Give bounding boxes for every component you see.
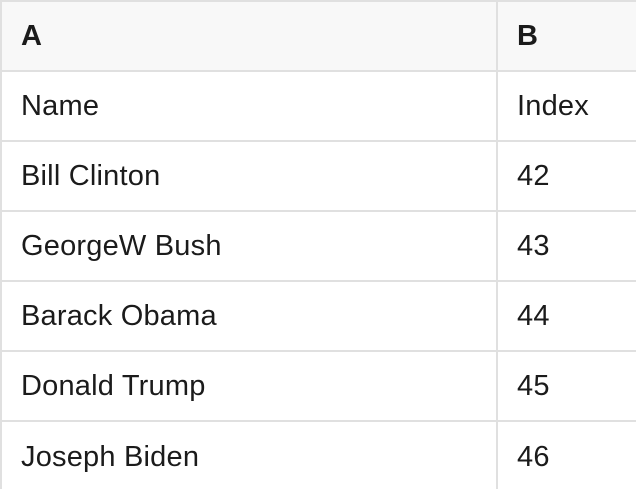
table-row: GeorgeW Bush 43 — [2, 212, 636, 282]
cell-a5-name[interactable]: Donald Trump — [2, 352, 498, 420]
cell-b6-index[interactable]: 46 — [517, 440, 550, 473]
cell-b2-index[interactable]: 42 — [517, 159, 550, 192]
cell-b3-index[interactable]: 43 — [517, 229, 550, 262]
table-row: Joseph Biden 46 — [2, 422, 636, 489]
cell-a4-name[interactable]: Barack Obama — [2, 282, 498, 350]
table-row: Bill Clinton 42 — [2, 142, 636, 212]
cell-b1-index-label[interactable]: Index — [517, 89, 589, 122]
cell-b4-index[interactable]: 44 — [517, 299, 550, 332]
cell-b5-index[interactable]: 45 — [517, 369, 550, 402]
column-header-a[interactable]: A — [2, 2, 498, 70]
cell-a1-name-label[interactable]: Name — [2, 72, 498, 140]
table-row: Name Index — [2, 72, 636, 142]
cell-a2-name[interactable]: Bill Clinton — [2, 142, 498, 210]
column-header-row: A B — [2, 2, 636, 72]
table-row: Barack Obama 44 — [2, 282, 636, 352]
column-header-b[interactable]: B — [498, 2, 636, 70]
table-row: Donald Trump 45 — [2, 352, 636, 422]
cell-a6-name[interactable]: Joseph Biden — [2, 422, 498, 489]
cell-a3-name[interactable]: GeorgeW Bush — [2, 212, 498, 280]
